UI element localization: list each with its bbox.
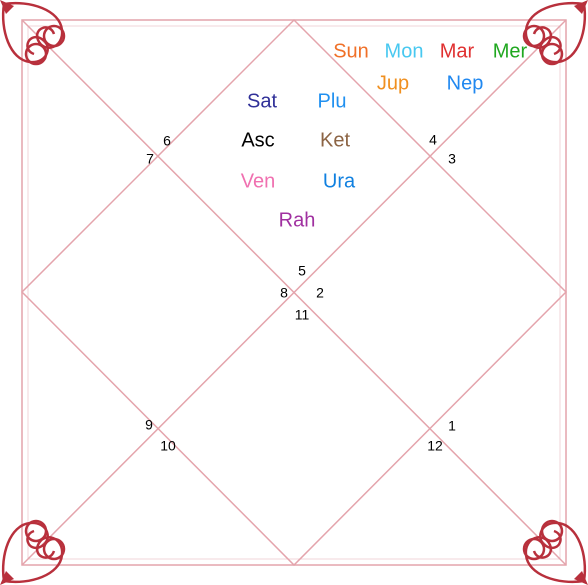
ornament bbox=[522, 519, 588, 585]
house-number: 1 bbox=[448, 418, 456, 434]
ornament bbox=[0, 519, 66, 585]
fleur bbox=[574, 571, 588, 585]
planet-label: Rah bbox=[279, 209, 316, 231]
ring bbox=[42, 537, 66, 561]
house-number: 7 bbox=[146, 151, 154, 167]
house-number: 8 bbox=[280, 285, 288, 301]
fleur bbox=[574, 0, 588, 14]
planet-label: Mer bbox=[493, 40, 528, 62]
house-number: 9 bbox=[145, 417, 153, 433]
planet-label: Jup bbox=[377, 72, 409, 94]
diamond bbox=[20, 18, 568, 567]
ring bbox=[522, 24, 546, 48]
inner-border bbox=[27, 25, 561, 560]
house-number: 10 bbox=[160, 438, 176, 454]
planet-label: Nep bbox=[447, 72, 484, 94]
planet-label: Mon bbox=[385, 40, 424, 62]
planet-label: Sat bbox=[247, 90, 277, 112]
fleur bbox=[0, 571, 14, 585]
house-number: 12 bbox=[427, 438, 443, 454]
house-number: 2 bbox=[316, 285, 324, 301]
house-number: 5 bbox=[298, 263, 306, 279]
ring bbox=[24, 42, 48, 66]
house-number: 6 bbox=[163, 133, 171, 149]
diagonal bbox=[21, 19, 567, 566]
house-number: 11 bbox=[295, 307, 310, 323]
planet-label: Sun bbox=[333, 40, 369, 62]
ornament bbox=[0, 0, 66, 66]
fleur bbox=[0, 0, 14, 14]
planet-label: Ven bbox=[241, 170, 275, 192]
house-number: 3 bbox=[448, 151, 456, 167]
ring bbox=[540, 519, 564, 543]
house-number: 4 bbox=[429, 132, 437, 148]
ring bbox=[24, 519, 48, 543]
frame bbox=[20, 18, 568, 567]
planet-label: Ura bbox=[323, 170, 356, 192]
planet-label: Ket bbox=[320, 129, 350, 151]
planet-label: Plu bbox=[318, 90, 347, 112]
ornament bbox=[522, 0, 588, 66]
ring bbox=[42, 24, 66, 48]
ring bbox=[522, 537, 546, 561]
planet-label: Mar bbox=[440, 40, 475, 62]
ring bbox=[540, 42, 564, 66]
planet-label: Asc bbox=[241, 129, 274, 151]
